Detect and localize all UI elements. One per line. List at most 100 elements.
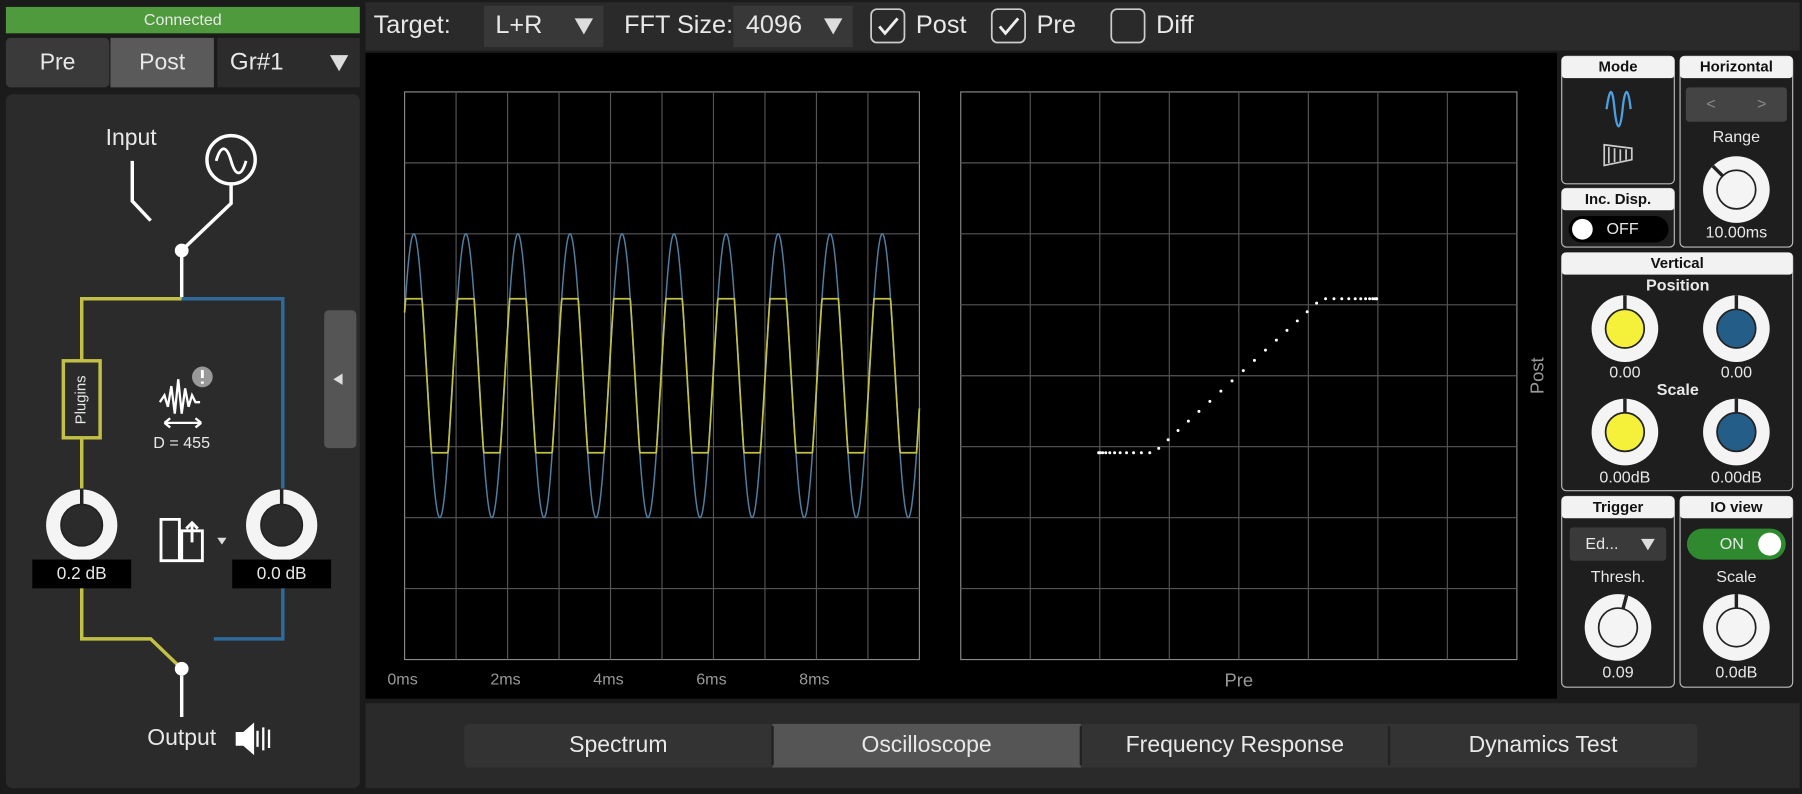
- xy-dot: [1132, 451, 1136, 455]
- time-label: 6ms: [696, 670, 726, 688]
- output-node: [174, 661, 189, 676]
- speaker-icon[interactable]: [235, 722, 271, 756]
- xy-dot: [1125, 451, 1129, 455]
- knob-center: [260, 503, 304, 547]
- xy-dot: [1113, 451, 1117, 455]
- xy-dot: [1197, 409, 1201, 413]
- plugins-label: Plugins: [73, 375, 90, 424]
- tab-label[interactable]: Oscilloscope: [861, 731, 991, 757]
- target-value: L+R: [495, 11, 542, 39]
- knob-center: [1716, 169, 1757, 210]
- xy-dot: [1315, 301, 1319, 305]
- tab-label[interactable]: Post: [139, 48, 186, 74]
- xy-dot: [1359, 297, 1363, 301]
- plugins-box[interactable]: [61, 359, 102, 440]
- dropdown-arrow: [1640, 538, 1655, 551]
- yellow-path: [79, 297, 183, 670]
- status-bar: [5, 6, 360, 34]
- checkbox-label[interactable]: Pre: [1037, 11, 1076, 39]
- checkbox[interactable]: [1110, 8, 1146, 44]
- xy-dot: [1368, 297, 1372, 301]
- gain-value: 0.2 dB: [57, 563, 107, 583]
- xy-dot: [1375, 297, 1379, 301]
- xy-dot: [1347, 297, 1351, 301]
- tab-label[interactable]: Spectrum: [569, 731, 667, 757]
- box-header: [1561, 56, 1675, 79]
- xy-dot: [1139, 451, 1143, 455]
- dropdown-arrow: [329, 55, 349, 72]
- delay-icon: [158, 379, 201, 414]
- input-label: Input: [106, 124, 158, 150]
- mode-env-icon[interactable]: [1603, 143, 1633, 167]
- value: 0.00: [1721, 364, 1752, 382]
- knob-center: [1597, 607, 1639, 648]
- tab-label[interactable]: Frequency Response: [1126, 731, 1344, 757]
- delay-value: D = 455: [153, 434, 210, 452]
- link-icon[interactable]: [159, 517, 204, 563]
- xy-dot: [1219, 389, 1223, 393]
- xy-dot: [1118, 451, 1122, 455]
- time-label: 0ms: [387, 670, 417, 688]
- active-tab-bg: [110, 37, 214, 88]
- toggle-label: OFF: [1607, 220, 1639, 238]
- xy-dot: [1252, 358, 1256, 362]
- link-dropdown[interactable]: [217, 537, 227, 545]
- xy-dot: [1186, 419, 1190, 423]
- box-header: [1680, 496, 1793, 519]
- nav-buttons[interactable]: [1685, 87, 1787, 122]
- tab-label[interactable]: Pre: [40, 48, 76, 74]
- checkbox-label[interactable]: Diff: [1156, 11, 1194, 39]
- toolbar: [365, 2, 1800, 51]
- thresh-label: Thresh.: [1591, 568, 1646, 586]
- knob-center: [60, 503, 104, 547]
- target-label: Target:: [374, 11, 451, 39]
- scale-value: 0.0dB: [1715, 664, 1757, 682]
- fft-label: FFT Size:: [624, 11, 733, 39]
- xy-dot: [1148, 451, 1152, 455]
- routing-panel: [5, 94, 360, 789]
- box-title: Inc. Disp.: [1585, 191, 1651, 208]
- toggle[interactable]: [1568, 216, 1669, 243]
- xy-dot: [1371, 297, 1375, 301]
- box-header: [1680, 56, 1793, 79]
- prev-button: <: [1706, 95, 1715, 113]
- xy-dot: [1098, 451, 1102, 455]
- xy-dot: [1324, 297, 1328, 301]
- mode-wave-icon[interactable]: [1605, 90, 1632, 128]
- range-label: Range: [1713, 128, 1760, 146]
- trigger-dropdown[interactable]: [1569, 527, 1667, 561]
- collapse-arrow: [333, 373, 343, 385]
- xy-dot: [1230, 379, 1234, 383]
- gain-box: [32, 559, 132, 589]
- gen-line: [179, 183, 233, 299]
- xy-y-label: Post: [1527, 357, 1548, 394]
- xy-dot: [1176, 429, 1180, 433]
- box-header: [1561, 252, 1793, 275]
- knob-indicator: [1711, 164, 1724, 178]
- checkbox[interactable]: [870, 8, 906, 44]
- xy-dot: [1101, 451, 1105, 455]
- tab-label[interactable]: Dynamics Test: [1469, 731, 1619, 757]
- delay-arrow: [163, 417, 202, 429]
- time-label: 4ms: [593, 670, 623, 688]
- input-line: [130, 160, 152, 222]
- thresh-value: 0.09: [1602, 664, 1633, 682]
- xy-dot: [1332, 297, 1336, 301]
- gain-box: [232, 559, 332, 589]
- checkmark: [878, 17, 899, 36]
- xy-dot: [1274, 338, 1278, 342]
- xy-dot: [1241, 369, 1245, 373]
- knob-indicator: [1621, 594, 1629, 610]
- trigger-mode: Ed...: [1585, 535, 1618, 553]
- xy-dot: [1285, 328, 1289, 332]
- xy-dot: [1295, 319, 1299, 323]
- checkbox-label[interactable]: Post: [916, 11, 967, 39]
- knob-center: [1604, 308, 1646, 349]
- xy-dot: [1353, 297, 1357, 301]
- xy-dot: [1108, 451, 1112, 455]
- checkbox[interactable]: [990, 8, 1026, 44]
- xy-dot: [1305, 310, 1309, 314]
- pre-tab[interactable]: [5, 37, 110, 88]
- checkmark: [998, 17, 1020, 36]
- toggle[interactable]: [1686, 528, 1786, 560]
